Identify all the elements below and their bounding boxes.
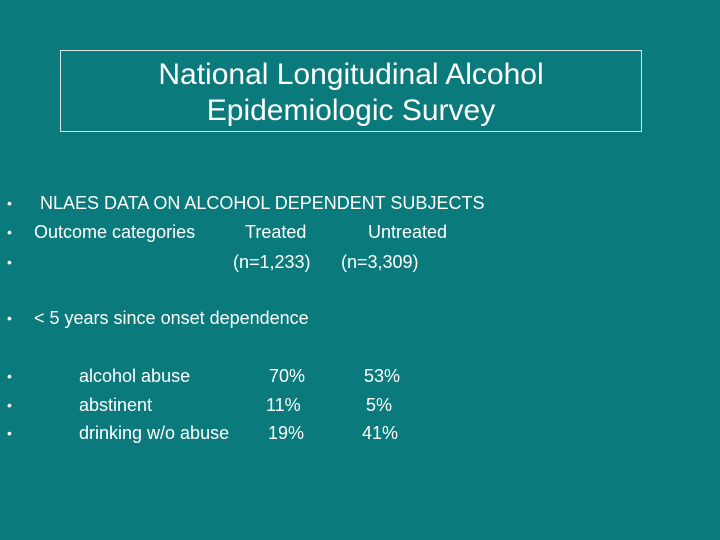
- outcome-label: alcohol abuse: [79, 366, 191, 386]
- untreated-sample-size: (n=3,309): [341, 252, 419, 272]
- column-label-treated: Treated: [245, 222, 307, 242]
- bullet-icon: •: [7, 397, 12, 413]
- treated-sample-size: (n=1,233): [233, 252, 311, 272]
- untreated-value: 41%: [362, 423, 399, 443]
- slide-title-line-1: National Longitudinal Alcohol: [158, 58, 544, 91]
- treated-value: 11%: [266, 395, 301, 415]
- bullet-icon: •: [7, 224, 12, 240]
- outcome-label: abstinent: [79, 395, 153, 415]
- slide-title-box: National Longitudinal Alcohol Epidemiolo…: [60, 50, 642, 132]
- bullet-icon: •: [7, 425, 12, 441]
- bullet-icon: •: [7, 195, 12, 211]
- section-header: NLAES DATA ON ALCOHOL DEPENDENT SUBJECTS: [40, 193, 485, 213]
- untreated-value: 53%: [364, 366, 401, 386]
- slide-title-line-2: Epidemiologic Survey: [206, 94, 496, 127]
- column-label-untreated: Untreated: [368, 222, 448, 242]
- untreated-value: 5%: [366, 395, 393, 415]
- subheader-text: < 5 years since onset dependence: [34, 308, 309, 328]
- bullet-icon: •: [7, 310, 12, 326]
- bullet-icon: •: [7, 368, 12, 384]
- bullet-icon: •: [7, 254, 12, 270]
- column-label-outcome: Outcome categories: [34, 222, 196, 242]
- outcome-label: drinking w/o abuse: [79, 423, 230, 443]
- treated-value: 70%: [269, 366, 306, 386]
- treated-value: 19%: [268, 423, 305, 443]
